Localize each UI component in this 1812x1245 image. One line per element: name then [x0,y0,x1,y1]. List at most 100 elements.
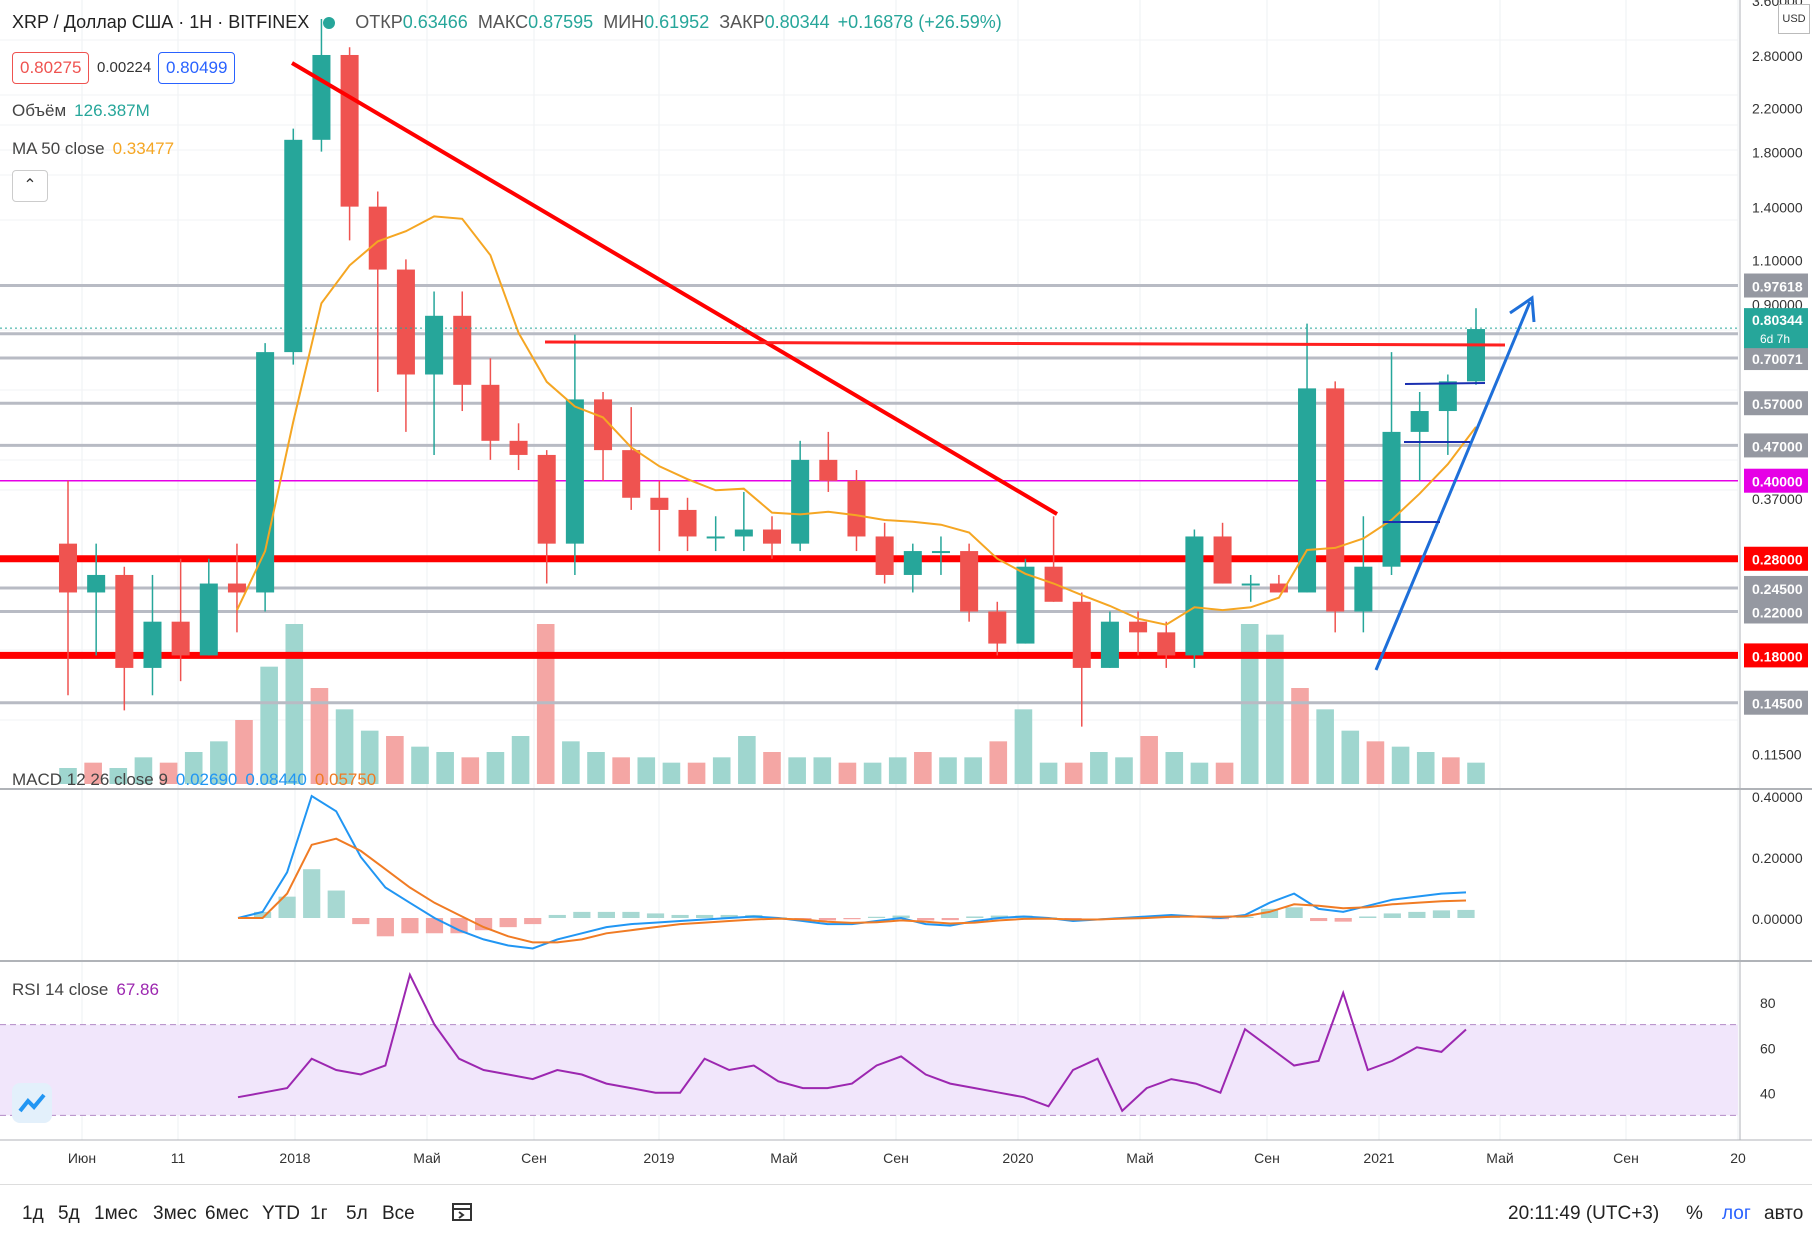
y-tick-label: 1.10000 [1752,252,1803,268]
candle-body [87,574,106,593]
price-tag-label: 0.40000 [1752,474,1803,490]
x-tick-label: Май [1486,1150,1513,1166]
auto-toggle[interactable]: авто [1764,1203,1804,1224]
candle-body [425,315,444,375]
macd-histogram-bar [843,918,861,920]
volume-bar [436,752,454,784]
volume-bar [1366,741,1385,784]
macd-histogram-bar [475,918,493,931]
range-5d[interactable]: 5д [58,1203,80,1224]
macd-histogram-bar [671,914,689,918]
candle-body [565,399,584,544]
volume-bar [1190,762,1209,784]
candle-body [481,384,500,441]
price-tag [1744,575,1808,600]
volume-bar [863,762,882,784]
macd-legend[interactable]: MACD 12 26 close 9 0.02690 0.08440 0.05750 [12,770,377,789]
y-tick-label: 2.20000 [1752,101,1803,117]
rsi-tick-label: 40 [1760,1086,1776,1102]
candle-body [227,583,246,593]
volume-bar [1140,736,1158,784]
macd-histogram-bar [1334,918,1352,922]
macd-histogram-bar [941,918,959,921]
range-3m[interactable]: 3мес [153,1203,197,1224]
ma-legend[interactable]: MA 50 close 0.33477 [12,139,175,158]
range-all[interactable]: Все [382,1203,415,1224]
percent-toggle[interactable]: % [1686,1203,1703,1224]
ma-50-path [236,215,1477,626]
candle-body [960,551,979,612]
candle-body [931,551,950,554]
buy-price-box[interactable]: 0.80499 [158,52,236,84]
volume-bar [838,762,857,784]
macd-histogram-bar [352,918,370,925]
tradingview-logo-icon[interactable] [12,1083,52,1123]
clock-readout[interactable]: 20:11:49 (UTC+3) [1508,1203,1660,1224]
symbol-title[interactable]: XRP / Доллар США · 1Н · BITFINEX [12,12,310,32]
volume-legend[interactable]: Объём 126.387M [12,101,150,120]
volume-bar [1467,762,1485,784]
volume-bar [989,741,1008,784]
price-tag [1744,468,1808,493]
candle-body [1354,566,1373,612]
volume-bar [210,741,228,784]
rsi-legend[interactable]: RSI 14 close 67.86 [12,980,159,999]
candle-body [1326,388,1345,612]
macd-histogram-bar [867,916,886,918]
candle-body [199,583,218,656]
market-status-dot [323,17,336,30]
volume-bar [486,752,505,784]
candle-body [1185,536,1204,656]
log-toggle[interactable]: лог [1722,1203,1751,1224]
volume-bar [964,757,982,784]
x-tick-label: 2019 [643,1150,674,1166]
volume-bar [260,666,278,784]
low-value: 0.61952 [644,12,710,32]
candle-body [256,352,275,593]
price-tag [1744,599,1808,624]
x-tick-label: 2020 [1002,1150,1033,1166]
volume-bar [1442,757,1460,784]
volume-bar [1341,730,1360,784]
range-1y[interactable]: 1г [310,1203,328,1224]
macd-histogram-bar [720,914,738,918]
volume-bar [235,720,253,784]
red-resistance-line [544,340,1506,347]
macd-histogram-bar [524,918,542,925]
macd-histogram-bar [1285,907,1303,918]
volume-bar [1416,752,1435,784]
collapse-legend-button[interactable]: ⌃ [12,170,48,202]
range-5y[interactable]: 5л [346,1203,368,1224]
candle-body [762,529,782,544]
volume-bar [360,730,379,784]
y-tick-label: 1.40000 [1752,200,1803,216]
macd-line [237,794,1467,950]
volume-bar [59,768,77,784]
price-tag [1744,346,1808,371]
candle-body [1072,601,1091,668]
countdown-label: 6d 7h [1760,332,1790,346]
macd-histogram-bar [696,914,714,918]
range-1m[interactable]: 1мес [94,1203,138,1224]
currency-badge[interactable]: USD [1778,4,1810,34]
macd-histogram-bar [892,915,910,918]
bottom-toolbar: 1д 5д 1мес 3мес 6мес YTD 1г 5л Все 20:11… [0,1184,1812,1245]
volume-bar [562,741,580,784]
macd-histogram-bar [646,913,665,918]
change-value: +0.16878 (+26.59%) [837,12,1002,32]
price-tag-label: 0.22000 [1752,605,1803,621]
candle-body [171,621,190,656]
range-6m[interactable]: 6мес [205,1203,249,1224]
sell-price-box[interactable]: 0.80275 [12,52,90,84]
range-1d[interactable]: 1д [22,1203,44,1224]
volume-bar [712,757,731,784]
volume-bar [1391,746,1410,784]
goto-date-icon[interactable] [450,1199,474,1229]
range-ytd[interactable]: YTD [262,1203,300,1224]
y-tick-label: 0.37000 [1752,491,1803,507]
candle-body [1438,381,1457,412]
volume-bar [687,762,706,784]
volume-bar [1039,762,1058,784]
macd-tick-label: 0.00000 [1752,911,1803,927]
